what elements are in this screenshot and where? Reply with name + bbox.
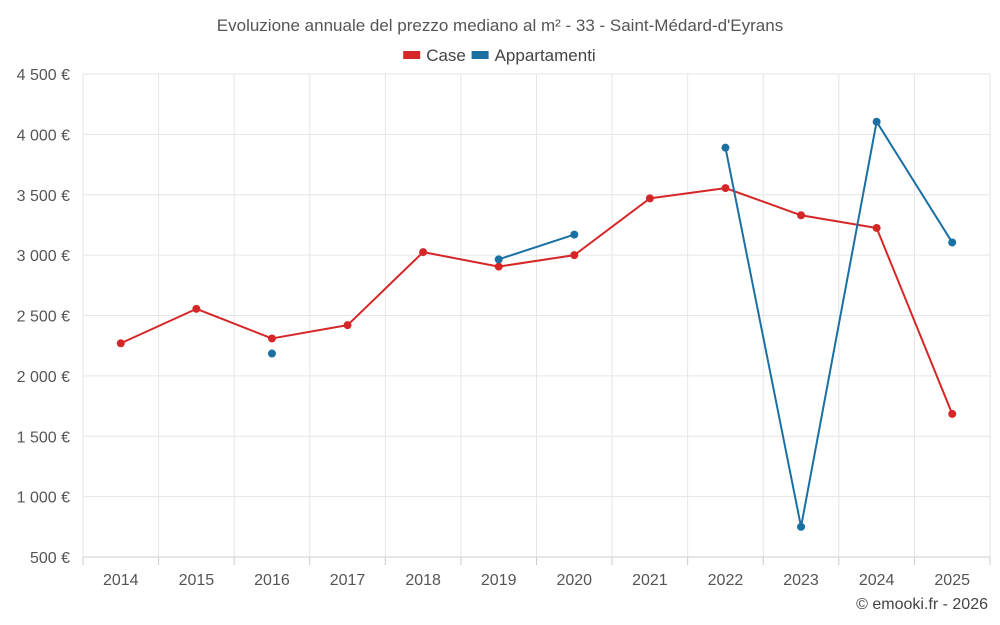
x-tick-label: 2023 xyxy=(783,572,819,589)
data-point[interactable] xyxy=(872,117,881,126)
series xyxy=(116,117,957,531)
data-point[interactable] xyxy=(494,262,503,271)
data-point[interactable] xyxy=(192,304,201,313)
y-tick-label: 2 500 € xyxy=(17,309,70,326)
y-tick-label: 500 € xyxy=(30,550,70,567)
legend-item-appartamenti[interactable]: Appartamenti xyxy=(471,46,596,65)
data-point[interactable] xyxy=(116,339,125,348)
data-point[interactable] xyxy=(797,522,806,531)
data-point[interactable] xyxy=(343,321,352,330)
x-tick-label: 2020 xyxy=(556,572,592,589)
series-appartamenti xyxy=(267,117,957,531)
x-tick-label: 2025 xyxy=(934,572,970,589)
x-tick-label: 2017 xyxy=(330,572,366,589)
grid xyxy=(82,73,991,558)
data-point[interactable] xyxy=(948,409,957,418)
legend-label: Appartamenti xyxy=(495,46,596,65)
credit: © emooki.fr - 2026 xyxy=(856,596,988,613)
legend-swatch xyxy=(403,51,421,59)
y-axis: 500 € 1 000 € 1 500 € 2 000 € 2 500 € 3 000 €… xyxy=(17,67,70,567)
series-line xyxy=(498,233,575,261)
data-point[interactable] xyxy=(645,194,654,203)
series-case xyxy=(116,184,957,418)
data-point[interactable] xyxy=(721,143,730,152)
x-tick-label: 2019 xyxy=(481,572,517,589)
x-tick-label: 2014 xyxy=(103,572,139,589)
data-point[interactable] xyxy=(570,230,579,239)
x-tick-label: 2022 xyxy=(708,572,744,589)
y-tick-label: 3 500 € xyxy=(17,188,70,205)
x-tick-label: 2015 xyxy=(179,572,215,589)
legend-label: Case xyxy=(426,46,466,65)
series-line xyxy=(120,187,954,415)
chart-title: Evoluzione annuale del prezzo mediano al… xyxy=(217,16,783,35)
y-tick-label: 1 500 € xyxy=(17,429,70,446)
x-tick-label: 2024 xyxy=(859,572,895,589)
y-tick-label: 4 000 € xyxy=(17,127,70,144)
legend[interactable]: Case Appartamenti xyxy=(403,46,596,65)
y-tick-label: 4 500 € xyxy=(17,67,70,84)
x-tick-label: 2021 xyxy=(632,572,668,589)
data-point[interactable] xyxy=(797,211,806,220)
x-tick-label: 2018 xyxy=(405,572,441,589)
legend-swatch xyxy=(471,51,489,59)
data-point[interactable] xyxy=(948,238,957,247)
data-point[interactable] xyxy=(494,255,503,264)
x-axis: 2014 2015 2016 2017 2018 2019 2020 2021 2022 2023… xyxy=(82,557,991,589)
legend-item-case[interactable]: Case xyxy=(403,46,466,65)
data-point[interactable] xyxy=(419,248,428,257)
series-line xyxy=(724,120,954,528)
data-point[interactable] xyxy=(872,223,881,232)
y-tick-label: 3 000 € xyxy=(17,248,70,265)
data-point[interactable] xyxy=(267,334,276,343)
y-tick-label: 1 000 € xyxy=(17,490,70,507)
data-point[interactable] xyxy=(267,349,276,358)
data-point[interactable] xyxy=(721,184,730,193)
data-point[interactable] xyxy=(570,251,579,260)
x-tick-label: 2016 xyxy=(254,572,290,589)
y-tick-label: 2 000 € xyxy=(17,369,70,386)
